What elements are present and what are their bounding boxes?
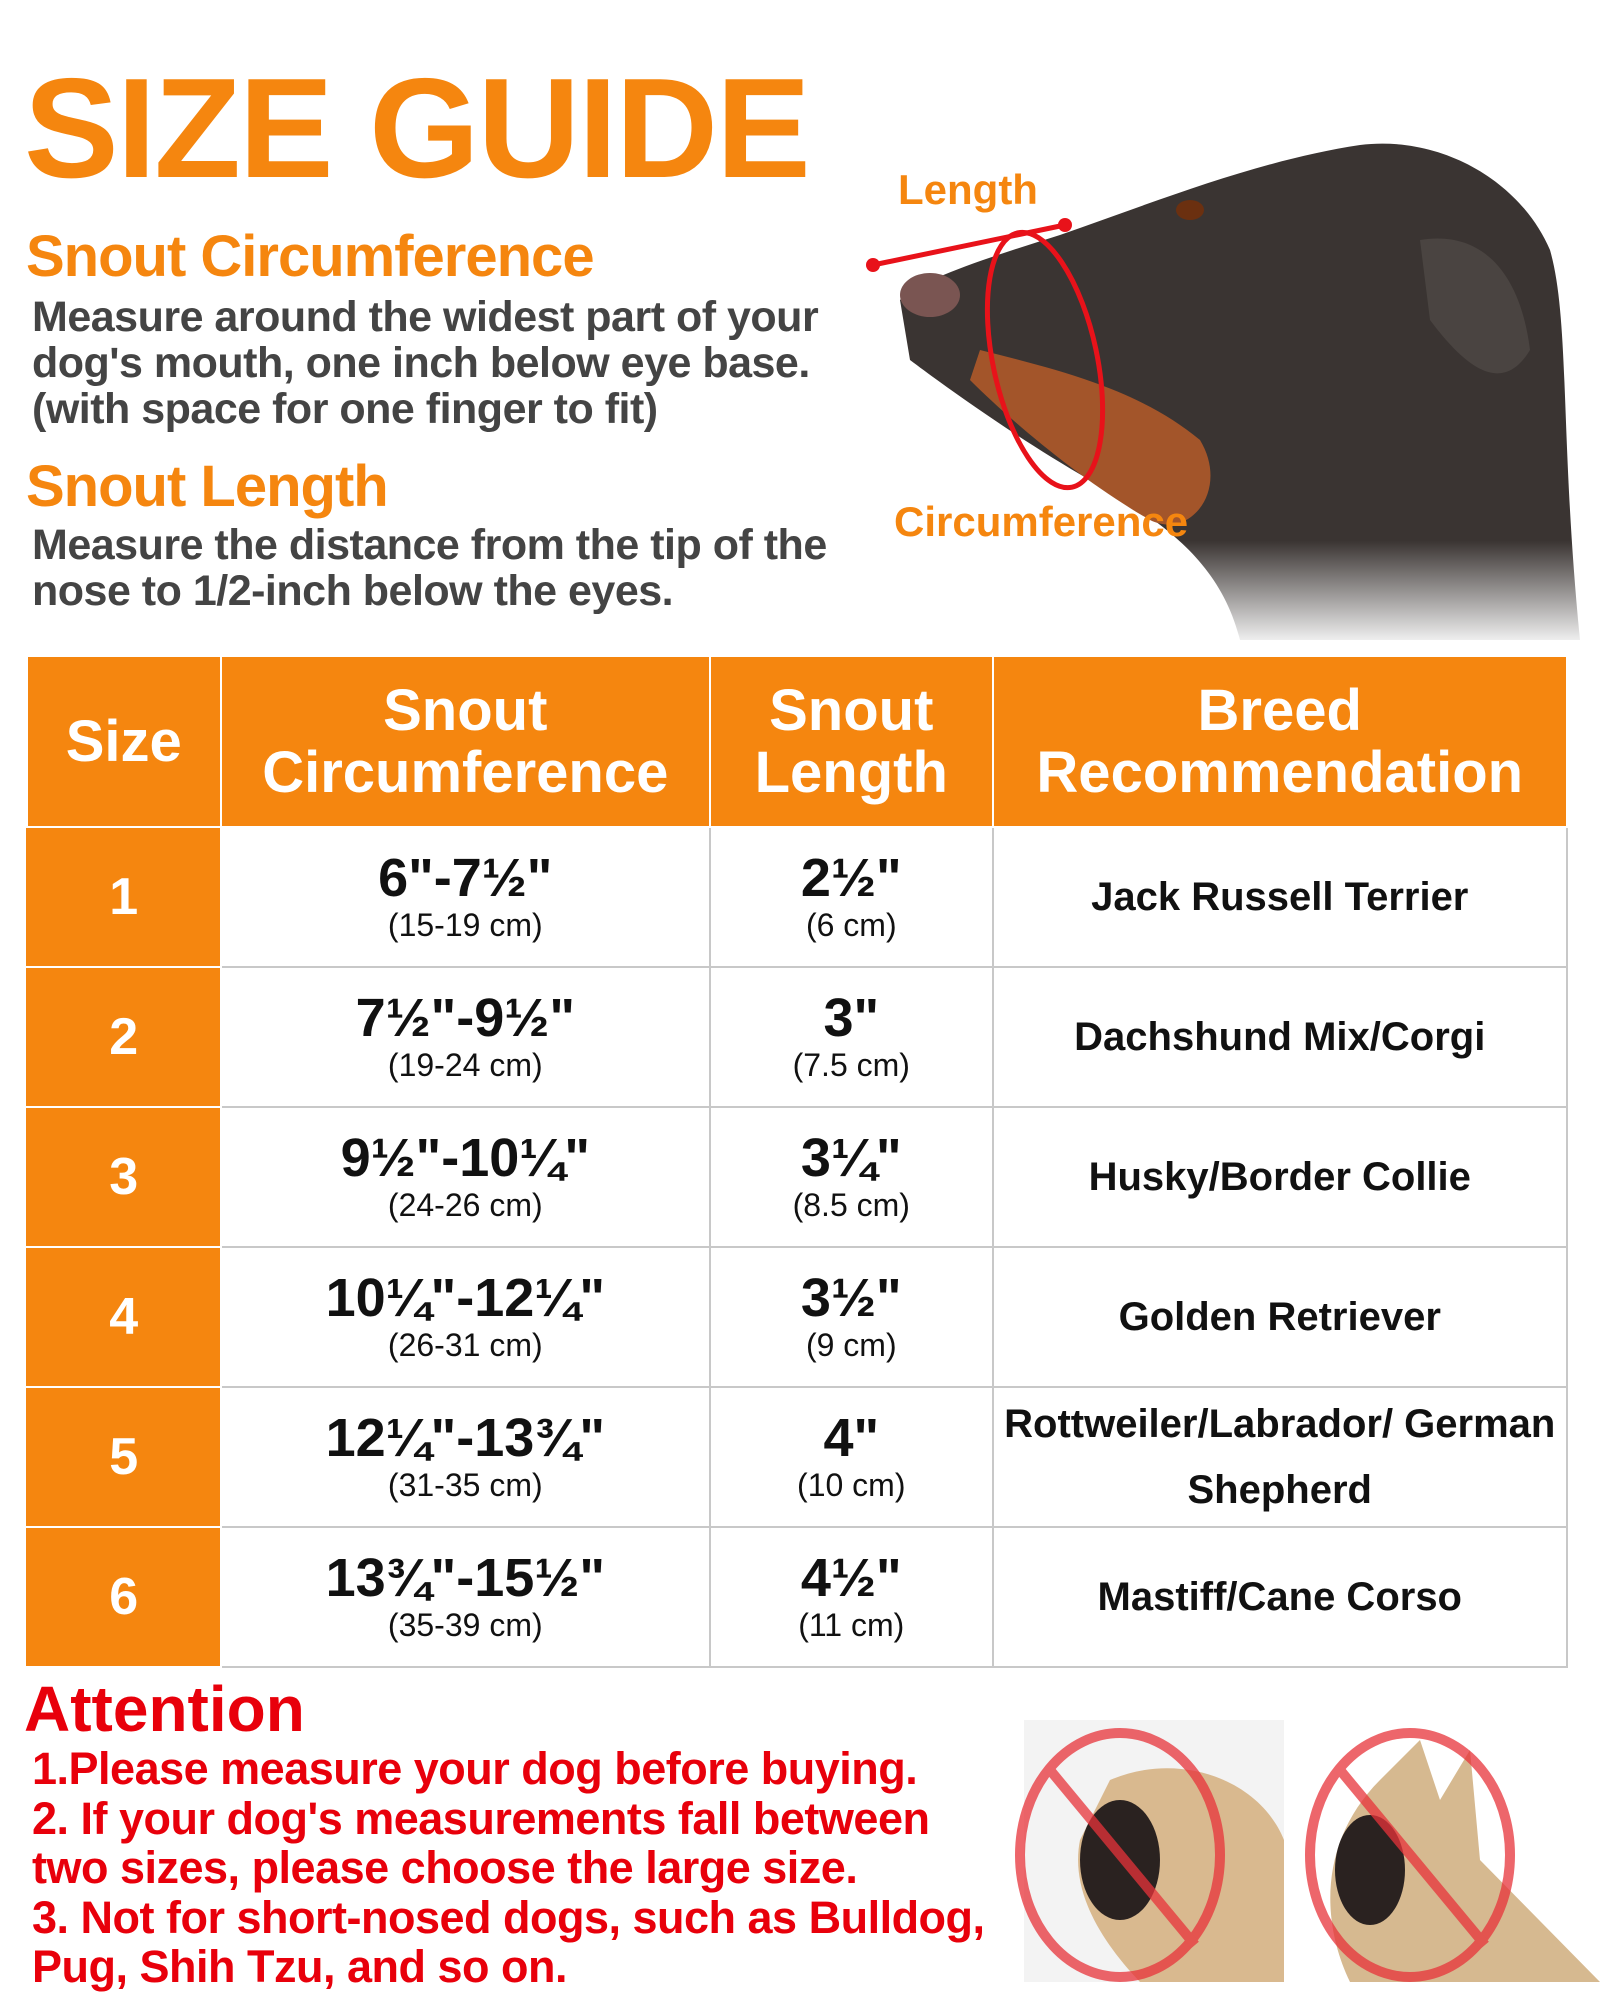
snout-circumference-heading: Snout Circumference — [26, 224, 595, 289]
text-line: (with space for one finger to fit) — [32, 385, 658, 433]
snout-circumference-text: Measure around the widest part of your d… — [32, 293, 819, 433]
length-cell: 3½" (9 cm) — [709, 1246, 994, 1388]
circumference-inches: 7½"-9½" — [355, 988, 575, 1048]
circumference-cell: 12¼"-13¾" (31-35 cm) — [219, 1386, 712, 1528]
length-inches: 4½" — [800, 1548, 902, 1608]
text-line: nose to 1/2-inch below the eyes. — [32, 567, 674, 615]
header-circumference: Snout Circumference — [219, 655, 712, 828]
circumference-inches: 9½"-10¼" — [340, 1128, 590, 1188]
size-cell: 4 — [26, 1246, 222, 1388]
size-cell: 2 — [26, 966, 222, 1108]
length-cm: (6 cm) — [805, 907, 897, 943]
size-cell: 6 — [26, 1526, 222, 1668]
snout-length-text: Measure the distance from the tip of the… — [32, 522, 827, 614]
size-cell: 5 — [26, 1386, 222, 1528]
length-cell: 4" (10 cm) — [709, 1386, 994, 1528]
bulldog-image — [1330, 1740, 1600, 1982]
dog-measurement-image — [866, 143, 1580, 640]
length-cell: 3" (7.5 cm) — [709, 966, 994, 1108]
no-entry-icon — [1305, 1728, 1515, 1982]
circumference-inches: 6"-7½" — [378, 848, 553, 908]
size-table: Size Snout Circumference Snout Length Br… — [26, 655, 1568, 1668]
attention-item: 1.Please measure your dog before buying. — [32, 1743, 918, 1794]
text-line: Measure the distance from the tip of the — [32, 521, 827, 569]
table-row: 1 6"-7½" (15-19 cm) 2½" (6 cm) Jack Russel… — [26, 826, 1568, 968]
length-inches: 4" — [823, 1408, 880, 1468]
size-cell: 1 — [26, 826, 222, 968]
table-row: 6 13¾"-15½" (35-39 cm) 4½" (11 cm) Mastiff… — [26, 1526, 1568, 1668]
breed-cell: Mastiff/Cane Corso — [991, 1526, 1568, 1668]
table-header: Size Snout Circumference Snout Length Br… — [26, 655, 1568, 828]
length-cell: 4½" (11 cm) — [709, 1526, 994, 1668]
page-title: SIZE GUIDE — [24, 49, 811, 208]
circumference-cell: 10¼"-12¼" (26-31 cm) — [219, 1246, 712, 1388]
length-cm: (10 cm) — [797, 1467, 906, 1503]
table-row: 3 9½"-10¼" (24-26 cm) 3¼" (8.5 cm) Husky/B… — [26, 1106, 1568, 1248]
length-cm: (8.5 cm) — [792, 1187, 910, 1223]
text-line: dog's mouth, one inch below eye base. — [32, 339, 810, 387]
circumference-cm: (24-26 cm) — [387, 1187, 543, 1223]
attention-heading: Attention — [24, 1673, 305, 1745]
no-entry-icon — [1015, 1728, 1225, 1982]
table-row: 2 7½"-9½" (19-24 cm) 3" (7.5 cm) Dachshund… — [26, 966, 1568, 1108]
circumference-inches: 13¾"-15½" — [325, 1548, 605, 1608]
breed-cell: Rottweiler/Labrador/ German Shepherd — [991, 1386, 1568, 1528]
circumference-cm: (19-24 cm) — [387, 1047, 543, 1083]
circumference-cm: (26-31 cm) — [387, 1327, 543, 1363]
circumference-cell: 6"-7½" (15-19 cm) — [219, 826, 712, 968]
attention-item: 2. If your dog's measurements fall betwe… — [32, 1793, 930, 1844]
circumference-cell: 9½"-10¼" (24-26 cm) — [219, 1106, 712, 1248]
circumference-inches: 10¼"-12¼" — [325, 1268, 605, 1328]
attention-item: Pug, Shih Tzu, and so on. — [32, 1941, 567, 1992]
circumference-label: Circumference — [894, 498, 1189, 545]
circumference-inches: 12¼"-13¾" — [325, 1408, 605, 1468]
length-inches: 3¼" — [800, 1128, 902, 1188]
header-size: Size — [26, 655, 222, 828]
length-cell: 2½" (6 cm) — [709, 826, 994, 968]
circumference-cell: 13¾"-15½" (35-39 cm) — [219, 1526, 712, 1668]
table-row: 5 12¼"-13¾" (31-35 cm) 4" (10 cm) Rottweil… — [26, 1386, 1568, 1528]
length-cm: (9 cm) — [805, 1327, 897, 1363]
circumference-cm: (35-39 cm) — [387, 1607, 543, 1643]
length-cell: 3¼" (8.5 cm) — [709, 1106, 994, 1248]
size-cell: 3 — [26, 1106, 222, 1248]
length-inches: 2½" — [800, 848, 902, 908]
length-label: Length — [898, 166, 1038, 213]
text-line: Measure around the widest part of your — [32, 293, 819, 341]
length-inches: 3½" — [800, 1268, 902, 1328]
length-cm: (11 cm) — [798, 1607, 905, 1643]
length-inches: 3" — [823, 988, 880, 1048]
snout-length-heading: Snout Length — [26, 454, 389, 519]
breed-cell: Dachshund Mix/Corgi — [991, 966, 1568, 1108]
attention-item: two sizes, please choose the large size. — [32, 1842, 858, 1893]
header-breed: Breed Recommendation — [991, 655, 1568, 828]
circumference-cm: (31-35 cm) — [387, 1467, 543, 1503]
header-length: Snout Length — [709, 655, 994, 828]
table-row: 4 10¼"-12¼" (26-31 cm) 3½" (9 cm) Golden R… — [26, 1246, 1568, 1388]
breed-cell: Golden Retriever — [991, 1246, 1568, 1388]
circumference-cm: (15-19 cm) — [387, 907, 543, 943]
length-cm: (7.5 cm) — [792, 1047, 910, 1083]
breed-cell: Jack Russell Terrier — [991, 826, 1568, 968]
attention-item: 3. Not for short-nosed dogs, such as Bul… — [32, 1892, 985, 1943]
circumference-cell: 7½"-9½" (19-24 cm) — [219, 966, 712, 1108]
short-nosed-dogs-image — [1015, 1720, 1600, 1982]
breed-cell: Husky/Border Collie — [991, 1106, 1568, 1248]
